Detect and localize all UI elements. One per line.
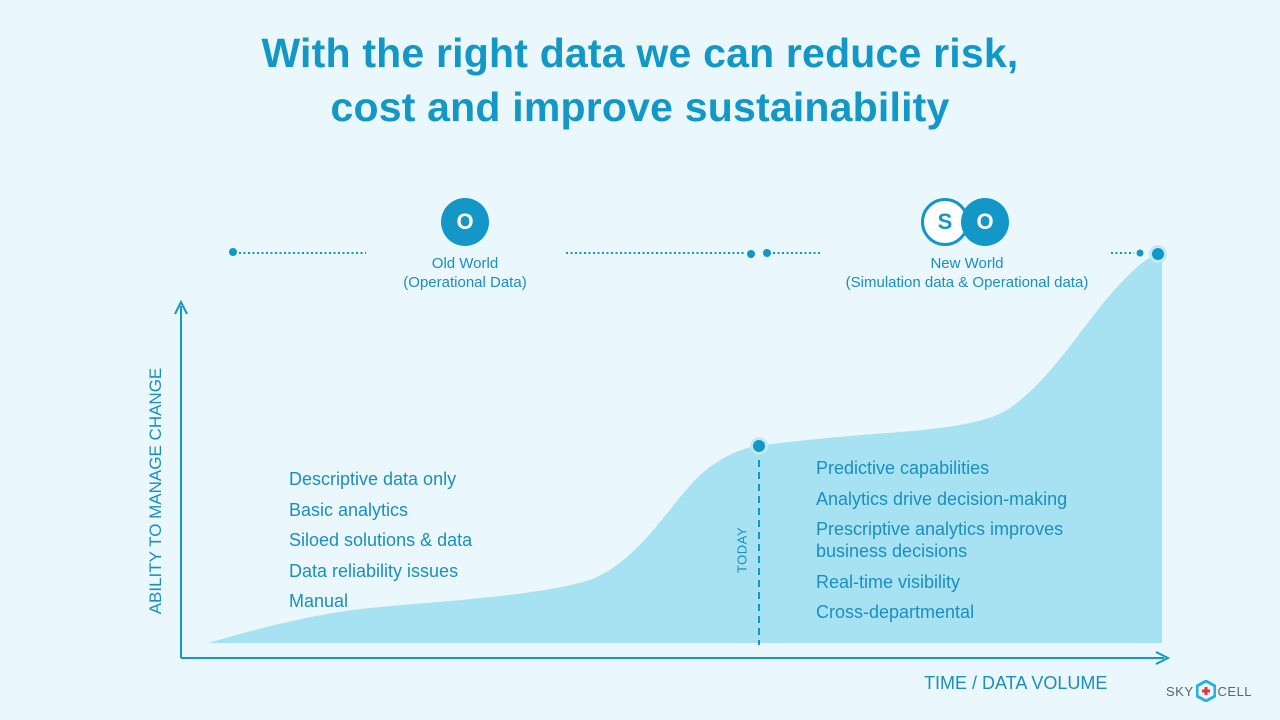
hexagon-cross-icon: [1195, 680, 1216, 702]
list-item: Descriptive data only: [289, 469, 457, 489]
logo-text-right: CELL: [1217, 683, 1253, 699]
curve-end-marker: [1152, 248, 1164, 260]
title-line-2: cost and improve sustainability: [330, 84, 950, 130]
list-item: Real-time visibility: [816, 571, 961, 592]
new-world-label: New World (Simulation data & Operational…: [827, 254, 1107, 292]
y-axis-arrow: [174, 299, 188, 315]
growth-area: [208, 254, 1162, 643]
new-world-title: New World: [930, 255, 1004, 272]
new-world-subtitle: (Simulation data & Operational data): [845, 274, 1089, 291]
skycell-logo: SKY CELL: [1166, 680, 1252, 702]
timeline-dot-start: [229, 248, 237, 256]
list-item: Manual: [289, 591, 349, 611]
list-item: Siloed solutions & data: [289, 530, 473, 550]
x-axis-label: TIME / DATA VOLUME: [924, 673, 1108, 693]
list-item: Data reliability issues: [289, 560, 459, 581]
today-marker: [753, 440, 765, 452]
x-axis-arrow: [1155, 651, 1171, 665]
list-item: Analytics drive decision-making: [816, 488, 1068, 509]
title-line-1: With the right data we can reduce risk,: [261, 30, 1019, 76]
timeline-dot-old-end: [747, 250, 755, 258]
list-item: Prescriptive analytics improves business…: [816, 519, 1064, 561]
old-world-subtitle: (Operational Data): [403, 274, 527, 291]
list-item: Predictive capabilities: [816, 458, 990, 478]
timeline-dot-new-end: [1136, 249, 1144, 257]
old-world-list: Descriptive data only Basic analytics Si…: [289, 468, 549, 621]
new-world-list: Predictive capabilities Analytics drive …: [816, 457, 1106, 632]
logo-text-left: SKY: [1166, 683, 1194, 699]
today-label: TODAY: [734, 526, 750, 574]
old-world-label: Old World (Operational Data): [365, 254, 565, 292]
old-world-o-badge: O: [441, 198, 489, 246]
slide-title: With the right data we can reduce risk, …: [0, 26, 1280, 134]
timeline-dot-new-start: [763, 249, 771, 257]
list-item: Cross-departmental: [816, 602, 975, 622]
old-world-title: Old World: [431, 255, 499, 272]
new-world-o-badge: O: [961, 198, 1009, 246]
y-axis-label: ABILITY TO MANAGE CHANGE: [146, 367, 165, 615]
list-item: Basic analytics: [289, 499, 409, 520]
